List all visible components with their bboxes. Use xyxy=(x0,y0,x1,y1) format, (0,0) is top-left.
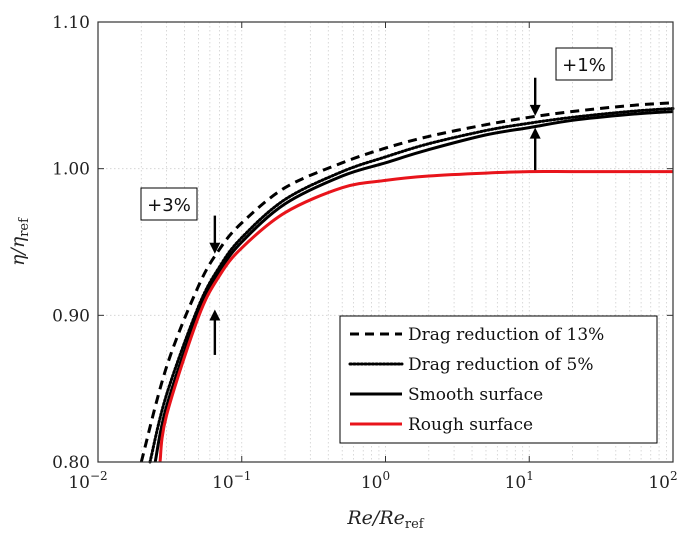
annotation-box xyxy=(555,47,613,81)
annotation-label: +3% xyxy=(147,195,191,216)
x-tick-label: 101 xyxy=(505,469,534,493)
legend-label: Rough surface xyxy=(408,415,533,435)
legend-label: Drag reduction of 5% xyxy=(408,355,593,375)
y-tick-label: 0.80 xyxy=(52,453,90,473)
y-tick-label: 1.10 xyxy=(52,13,90,33)
annotation-arrow-down-1-head xyxy=(529,104,541,116)
x-tick-label: 10−2 xyxy=(68,469,107,493)
legend-label: Drag reduction of 13% xyxy=(408,325,604,345)
legend-box xyxy=(339,315,658,444)
series-line-smooth-surface xyxy=(153,110,674,463)
y-tick-label: 0.90 xyxy=(52,306,90,326)
axis-labels: Re/Reref η/ηref xyxy=(7,217,425,532)
series-line-drag-reduction-of-13 xyxy=(139,101,674,463)
legend-label: Smooth surface xyxy=(408,385,543,405)
annotations: +1% +3% xyxy=(140,47,613,355)
annotation-arrow-down-2-head xyxy=(209,242,221,254)
series-line-rough-surface xyxy=(158,170,673,463)
annotation-arrow-up-1-head xyxy=(529,127,541,139)
axis-ticks: 10−2 10−1 100 101 102 0.80 0.90 1.00 1.10 xyxy=(52,13,678,493)
x-tick-label: 10−1 xyxy=(212,469,251,493)
series-line-drag-reduction-of-5 xyxy=(148,107,675,464)
legend: Drag reduction of 13% Drag reduction of 5… xyxy=(339,315,658,444)
y-tick-label: 1.00 xyxy=(52,160,90,180)
annotation-box xyxy=(140,187,198,221)
annotation-label: +1% xyxy=(562,55,606,76)
x-axis-label: Re/Reref xyxy=(346,507,424,532)
y-axis-label: η/ηref xyxy=(7,217,32,266)
grid xyxy=(98,22,673,462)
annotation-arrow-up-2-head xyxy=(209,309,221,321)
x-tick-label: 100 xyxy=(361,469,390,493)
series-group xyxy=(139,101,675,464)
x-tick-label: 102 xyxy=(648,469,677,493)
